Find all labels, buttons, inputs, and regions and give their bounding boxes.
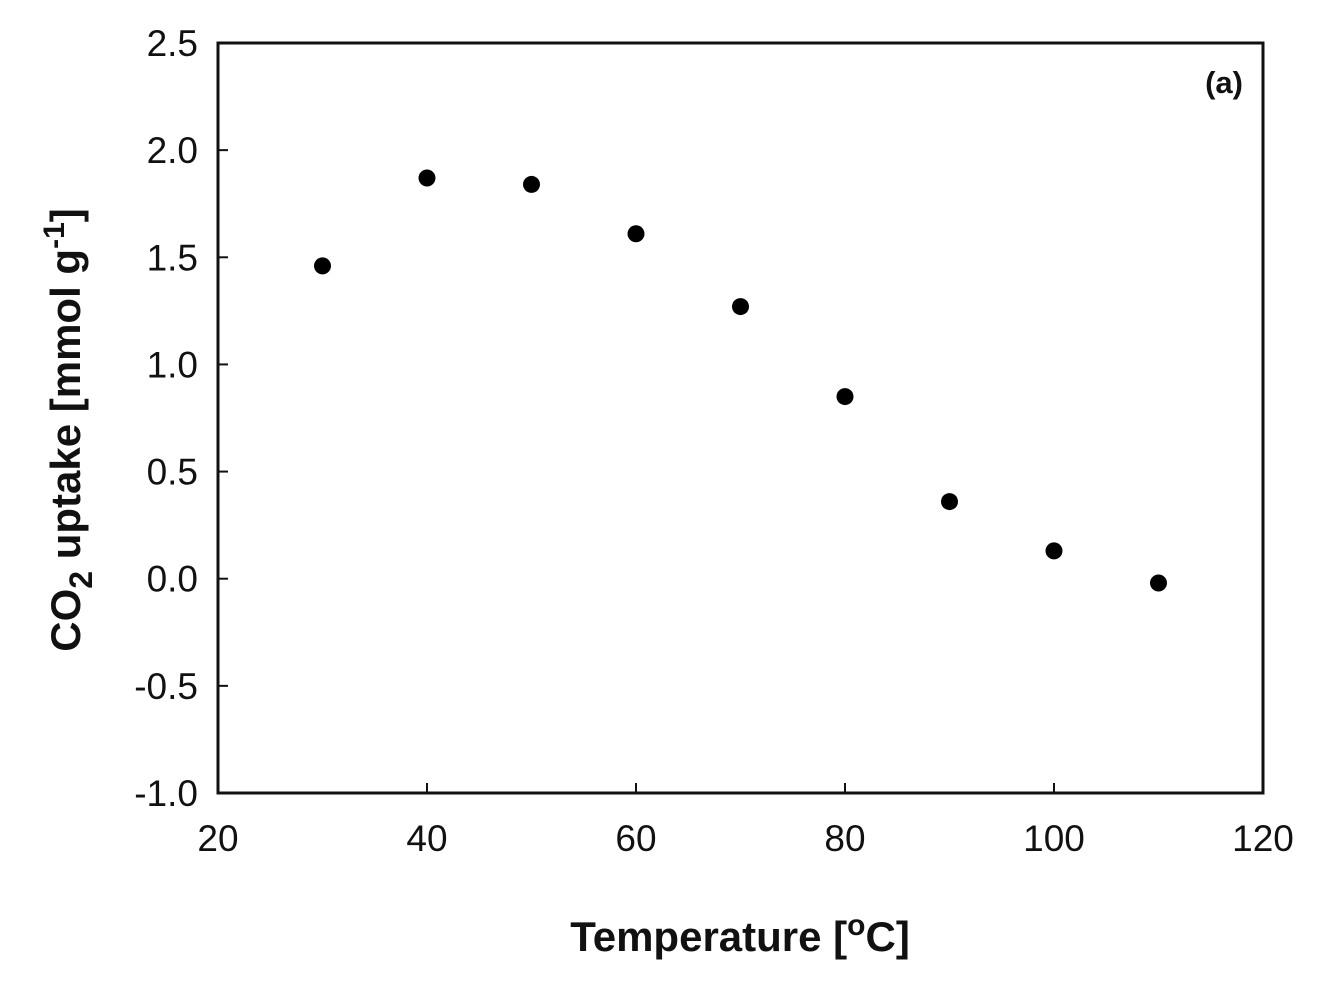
x-tick-label: 20 [197, 818, 238, 859]
data-point [941, 493, 958, 511]
x-axis-title-degree: o [847, 909, 865, 942]
y-tick-label: 1.5 [147, 237, 198, 278]
data-series [314, 169, 1167, 592]
x-axis-title: Temperature [oC] [570, 909, 910, 960]
y-axis-title-middle: uptake [mmol g [42, 249, 89, 571]
x-axis-title-main: Temperature [ [570, 913, 847, 960]
y-tick-label: 2.5 [147, 23, 198, 64]
y-axis-title-co: CO [42, 589, 89, 652]
x-tick-label: 100 [1023, 818, 1085, 859]
data-point [314, 257, 331, 275]
x-tick-label: 120 [1232, 818, 1294, 859]
y-tick-label: 0.5 [147, 452, 198, 493]
data-point [836, 388, 854, 406]
data-point [418, 169, 436, 187]
y-tick-label: 0.0 [147, 559, 198, 600]
y-axis-title-superscript: -1 [38, 222, 71, 249]
y-axis-title: CO2 uptake [mmol g-1] [38, 208, 99, 652]
x-tick-label: 60 [615, 818, 656, 859]
data-point [1045, 542, 1063, 560]
y-tick-label: -1.0 [134, 773, 198, 814]
y-axis-title-subscript: 2 [63, 571, 99, 589]
data-point [1150, 574, 1167, 592]
data-point [732, 298, 749, 316]
plot-frame [216, 41, 1265, 795]
x-axis: 20 40 60 80 100 120 [197, 783, 1294, 859]
y-tick-label: 1.0 [147, 344, 198, 385]
y-tick-label: 2.0 [147, 130, 198, 171]
x-axis-title-unit: C] [865, 913, 909, 960]
panel-label: (a) [1205, 65, 1243, 100]
x-tick-label: 80 [824, 818, 865, 859]
data-point [627, 225, 645, 243]
y-tick-label: -0.5 [134, 666, 198, 707]
y-axis-title-suffix: ] [42, 208, 89, 222]
x-tick-label: 40 [406, 818, 447, 859]
y-axis: -1.0 -0.5 0.0 0.5 1.0 1.5 2.0 2.5 [134, 23, 228, 814]
data-point [523, 175, 540, 193]
